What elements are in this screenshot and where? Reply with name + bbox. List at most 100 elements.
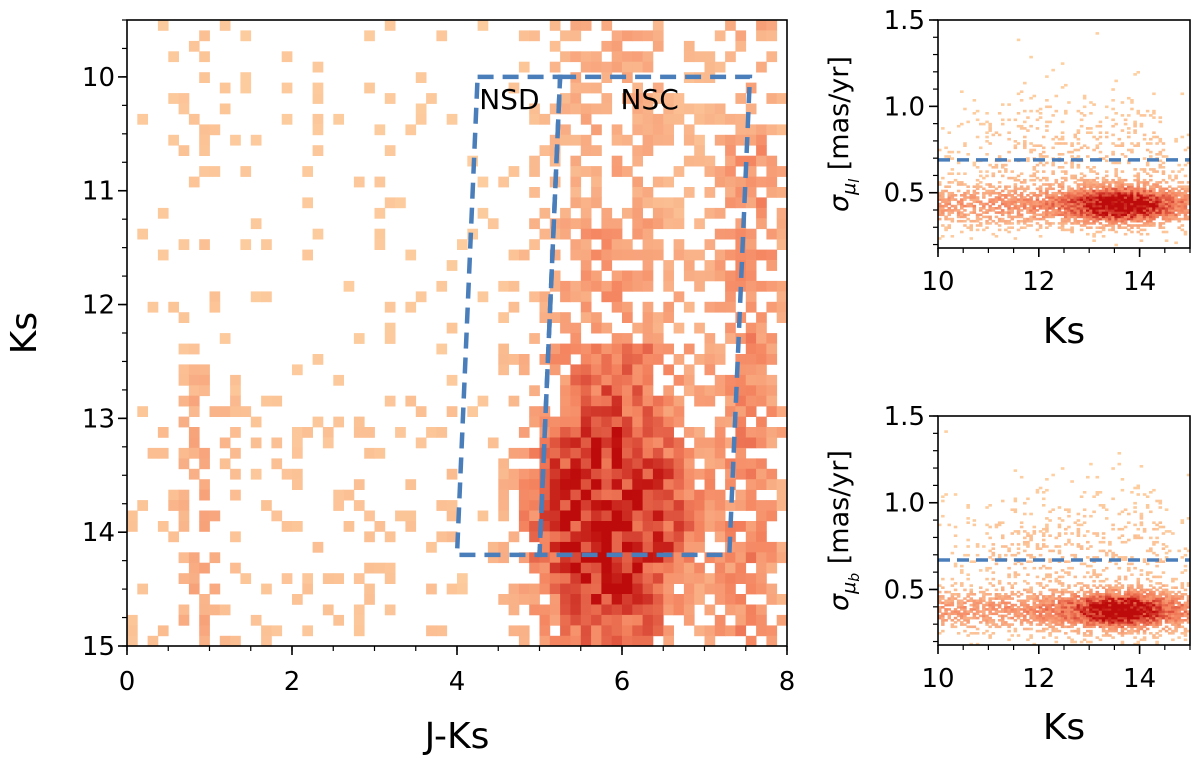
cmd-density-bin (704, 260, 716, 271)
cmd-density-bin (591, 197, 602, 209)
cmd-density-bin (560, 312, 571, 323)
sigma-mu-l-density-bin (944, 200, 948, 204)
sigma-mu-l-density-bin (1152, 189, 1156, 193)
cmd-density-bin (663, 552, 674, 564)
sigma-mu-b-density-bin (1095, 603, 1100, 607)
sigma-mu-b-density-bin (1161, 608, 1166, 611)
cmd-density-bin (281, 521, 293, 532)
cmd-density-bin (756, 155, 767, 167)
cmd-density-bin (642, 562, 654, 574)
sigma-mu-b-density-bin (1164, 588, 1169, 592)
sigma-mu-b-density-bin (972, 519, 977, 522)
sigma-mu-b-density-bin (1073, 584, 1077, 587)
sigma-mu-b-density-bin (991, 577, 996, 581)
sigma-mu-l-density-bin (1142, 178, 1147, 182)
sigma-mu-b-density-bin (966, 593, 970, 596)
sigma-mu-b-density-bin (1127, 625, 1131, 629)
sigma-mu-l-density-bin (1092, 239, 1096, 242)
sigma-mu-l-density-bin (1105, 194, 1109, 197)
sigma-mu-l-density-bin (1042, 211, 1046, 214)
sigma-mu-l-density-bin (982, 176, 986, 180)
sigma-mu-b-density-bin (1076, 629, 1081, 633)
sigma-mu-b-density-bin (1032, 619, 1037, 622)
sigma-mu-b-density-bin (1155, 588, 1159, 592)
sigma-mu-b-density-bin (1180, 614, 1185, 618)
cmd-density-bin (549, 510, 561, 522)
sigma-mu-l-density-bin (1164, 219, 1169, 223)
sigma-mu-l-density-bin (1045, 155, 1049, 158)
sigma-mu-l-density-bin (1026, 224, 1030, 227)
cmd-density-bin (611, 531, 623, 543)
sigma-mu-b-density-bin (1149, 491, 1153, 494)
sigma-mu-b-density-bin (1010, 597, 1014, 600)
cmd-density-bin (745, 197, 757, 209)
sigma-mu-b-density-bin (997, 595, 1002, 598)
cmd-density-bin (281, 573, 293, 584)
sigma-mu-b-density-bin (1171, 599, 1175, 603)
cmd-density-bin (127, 614, 138, 626)
sigma-mu-l-density-bin (994, 191, 999, 195)
cmd-density-bin (549, 427, 561, 438)
cmd-density-bin (601, 521, 613, 532)
cmd-density-bin (188, 40, 200, 52)
sigma-mu-b-density-bin (1186, 595, 1191, 598)
cmd-density-bin (178, 312, 190, 323)
cmd-density-bin (570, 291, 582, 303)
cmd-density-bin (188, 176, 200, 188)
sigma-mu-b-density-bin (985, 506, 989, 509)
sigma-mu-l-density-bin (1123, 118, 1128, 122)
sigma-mu-b-density-bin (979, 614, 983, 618)
sigma-mu-l-density-bin (979, 122, 983, 126)
sigma-mu-l-density-bin (1111, 88, 1115, 91)
sigma-mu-l-density-bin (1114, 215, 1118, 219)
sigma-mu-l-density-bin (1158, 222, 1163, 225)
sigma-mu-l-density-bin (1092, 207, 1096, 210)
sigma-mu-l-density-bin (1171, 198, 1175, 201)
sigma-mu-l-density-bin (1067, 185, 1071, 188)
sigma-mu-b-density-bin (985, 603, 989, 607)
cmd-density-bin (642, 354, 654, 365)
sigma-mu-b-density-bin (979, 610, 983, 613)
sigma-mu-l-density-bin (1004, 202, 1008, 206)
sigma-mu-l-density-bin (1057, 209, 1062, 212)
cmd-density-bin (611, 614, 623, 626)
sigma-mu-b-density-bin (1016, 616, 1021, 620)
cmd-density-bin (714, 374, 726, 386)
sigma-mu-l-density-bin (1180, 224, 1185, 227)
sigma-mu-b-density-bin (1136, 627, 1140, 631)
sigma-mu-b-density-bin (1095, 556, 1100, 559)
sigma-mu-b-density-bin (975, 606, 980, 609)
sigma-mu-b-density-bin (985, 569, 989, 572)
sigma-mu-l-density-bin (1032, 166, 1037, 169)
sigma-mu-b-density-bin (1127, 632, 1131, 635)
sigma-mu-b-density-bin (1013, 571, 1018, 574)
cmd-density-bin (704, 51, 716, 63)
sigma-mu-l-density-bin (1029, 96, 1033, 100)
cmd-density-bin (663, 395, 674, 407)
cmd-density-bin (384, 604, 396, 616)
sigma-mu-l-density-bin (991, 189, 996, 193)
cmd-density-bin (570, 343, 582, 355)
sigma-mu-b-density-bin (1089, 612, 1093, 616)
sigma-mu-b-density-bin (1023, 608, 1027, 611)
sigma-mu-b-density-bin (1001, 545, 1005, 548)
cmd-density-bin (539, 552, 551, 564)
sigma-mu-l-density-bin (1117, 215, 1122, 219)
sigma-mu-b-density-bin (1177, 621, 1181, 624)
cmd-density-bin (580, 280, 592, 292)
sigma-mu-l-density-bin (947, 191, 951, 195)
sigma-mu-b-density-bin (988, 621, 992, 624)
cmd-density-bin (652, 521, 664, 532)
sigma-mu-l-density-bin (1174, 191, 1178, 195)
sigma-mu-b-density-bin (1086, 634, 1090, 637)
sigma-mu-b-density-bin (1120, 629, 1125, 633)
sigma-mu-l-density-bin (1042, 213, 1046, 217)
cmd-density-bin (642, 145, 654, 156)
cmd-density-bin (580, 500, 592, 511)
cmd-density-bin (652, 500, 664, 511)
sigma-mu-l-density-bin (985, 202, 989, 206)
sigma-mu-l-density-bin (1161, 196, 1166, 199)
sigma-mu-l-density-bin (1145, 161, 1150, 165)
cmd-density-bin (683, 51, 695, 63)
